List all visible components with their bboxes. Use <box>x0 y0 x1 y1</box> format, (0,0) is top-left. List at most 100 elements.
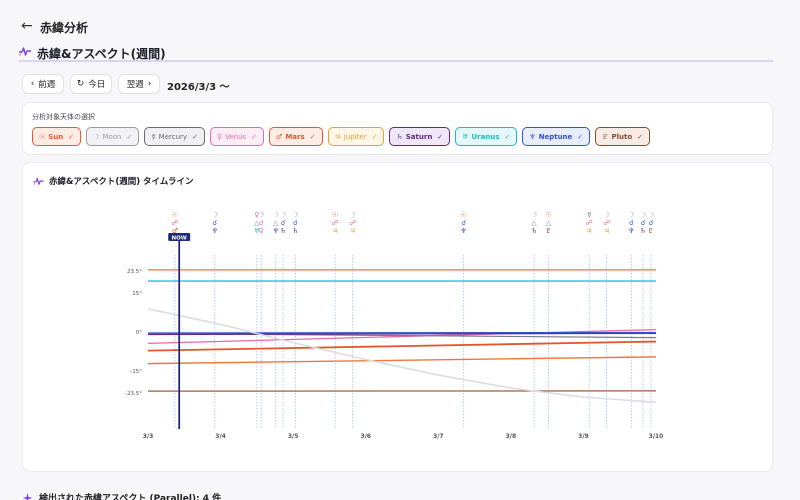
body-chip-neptune[interactable]: ♆ Neptune ✓ <box>522 127 591 146</box>
back-arrow-icon[interactable]: ← <box>21 18 33 34</box>
aspect-glyph: ☽ <box>212 211 218 219</box>
check-icon: ✓ <box>504 132 511 141</box>
aspect-glyph: ♄ <box>292 227 298 235</box>
body-chip-label: Pluto <box>611 132 633 141</box>
aspect-glyph: ☽ <box>258 211 264 219</box>
body-chip-label: Sun <box>48 132 64 141</box>
x-tick-label: 3/7 <box>433 433 444 440</box>
body-chip-saturn[interactable]: ♄ Saturn ✓ <box>389 127 451 146</box>
today-button[interactable]: ↻ 今日 <box>70 74 112 94</box>
aspect-glyph: ☌ <box>649 219 654 227</box>
page-title: 赤緯分析 <box>40 21 89 35</box>
body-chip-venus[interactable]: ♀ Venus ✓ <box>209 127 265 146</box>
body-chip-label: Jupiter <box>343 132 367 141</box>
body-chip-label: Moon <box>102 132 122 141</box>
check-icon: ✓ <box>68 132 75 141</box>
top-bar: ← 赤緯分析 <box>0 0 800 54</box>
aspect-glyph: ☌ <box>461 219 466 227</box>
next-week-button[interactable]: 翌週 › <box>118 74 160 94</box>
body-chip-mars[interactable]: ♂ Mars ✓ <box>269 127 323 146</box>
aspect-glyph: ☽ <box>280 211 286 219</box>
sun-glyph-icon: ☉ <box>39 132 46 141</box>
declination-series-line <box>147 340 657 352</box>
x-tick-label: 3/9 <box>578 433 589 440</box>
venus-glyph-icon: ♀ <box>216 132 223 141</box>
body-chip-jupiter[interactable]: ♃ Jupiter ✓ <box>327 127 385 146</box>
aspect-glyph: ♆ <box>461 227 467 235</box>
aspect-glyph: ☉ <box>461 211 467 219</box>
aspect-glyph: ☍ <box>349 219 356 227</box>
prev-week-label: 前週 <box>38 80 56 90</box>
body-chip-pluto[interactable]: ♇ Pluto ✓ <box>595 127 650 146</box>
aspect-glyph: ☽ <box>292 211 298 219</box>
declination-series-line <box>147 328 657 345</box>
aspect-glyph: ☌ <box>629 219 634 227</box>
aspect-glyph: ♃ <box>604 227 610 235</box>
y-tick-label: 15° <box>132 291 142 297</box>
aspect-glyph: ☍ <box>603 219 610 227</box>
aspect-glyph: ♂ <box>172 227 178 235</box>
mercury-glyph-icon: ☿ <box>151 132 156 141</box>
now-badge <box>168 233 191 241</box>
jupiter-glyph-icon: ♃ <box>334 132 341 141</box>
body-chip-moon[interactable]: ☽ Moon ✓ <box>86 127 140 146</box>
aspect-glyph: ♇ <box>648 227 654 235</box>
prev-week-button[interactable]: ‹ 前週 <box>22 74 64 94</box>
body-selection-label: 分析対象天体の選択 <box>32 113 95 121</box>
aspect-glyph: ☽ <box>531 211 537 219</box>
check-icon: ✓ <box>126 132 133 141</box>
check-icon: ✓ <box>192 132 198 141</box>
check-icon: ✓ <box>577 132 584 141</box>
timeline-title: 赤緯&アスペクト(週間) タイムライン <box>49 177 194 187</box>
aspect-glyph: ♀ <box>259 227 264 235</box>
aspect-glyph: ☌ <box>259 219 264 227</box>
body-chip-label: Neptune <box>538 132 573 141</box>
body-chip-sun[interactable]: ☉ Sun ✓ <box>32 127 82 146</box>
check-icon: ✓ <box>637 132 643 141</box>
y-tick-label: -23.5° <box>125 391 142 397</box>
check-icon: ✓ <box>309 132 316 141</box>
aspect-glyph: ☍ <box>332 219 339 227</box>
body-chip-uranus[interactable]: ♅ Uranus ✓ <box>455 127 518 146</box>
aspect-glyph: ♄ <box>280 227 286 235</box>
check-icon: ✓ <box>437 132 444 141</box>
aspect-glyph: ☽ <box>648 211 654 219</box>
pulse-icon <box>33 177 44 185</box>
pluto-glyph-icon: ♇ <box>602 132 609 141</box>
parallel-results-header: 検出された赤緯アスペクト (Parallel): 4 件 <box>22 491 221 500</box>
body-chip-label: Venus <box>225 132 247 141</box>
aspect-glyph: ☍ <box>586 219 593 227</box>
body-chip-mercury[interactable]: ☿ Mercury ✓ <box>144 127 205 146</box>
aspect-glyph: ☿ <box>587 211 591 219</box>
aspect-glyph: ☌ <box>212 219 217 227</box>
today-label: 今日 <box>88 80 106 90</box>
now-label: NOW <box>172 235 187 241</box>
refresh-icon: ↻ <box>76 79 85 89</box>
neptune-glyph-icon: ♆ <box>529 132 536 141</box>
declination-series-line <box>147 356 657 365</box>
x-tick-label: 3/6 <box>360 433 371 440</box>
y-tick-label: 0° <box>136 330 142 336</box>
timeline-header: 赤緯&アスペクト(週間) タイムライン <box>33 175 193 187</box>
sparkle-icon <box>22 492 33 500</box>
aspect-glyph: ♃ <box>586 227 592 235</box>
aspect-glyph: ☽ <box>628 211 634 219</box>
aspect-glyph: ☽ <box>350 211 356 219</box>
aspect-glyph: ♄ <box>531 227 537 235</box>
aspect-glyph: ♆ <box>628 227 634 235</box>
aspect-glyph: ♆ <box>212 227 218 235</box>
section-title: 赤緯&アスペクト(週間) <box>37 47 166 61</box>
x-tick-label: 3/4 <box>215 433 226 440</box>
body-chip-label: Mars <box>285 132 305 141</box>
aspect-glyph: ☽ <box>640 211 646 219</box>
aspect-glyph: △ <box>273 219 279 227</box>
aspect-glyph: △ <box>254 219 260 227</box>
mars-glyph-icon: ♂ <box>276 132 283 141</box>
timeline-chart: 23.5° 15° 0° -15° -23.5° 3/3 3/4 3/5 3/6 3/7 3/8 3/… <box>125 211 664 440</box>
chevron-right-icon: › <box>147 79 152 89</box>
x-tick-label: 3/10 <box>649 433 664 440</box>
aspect-glyph: ☌ <box>293 219 298 227</box>
aspect-glyph: ☽ <box>604 211 610 219</box>
y-tick-label: -15° <box>130 369 142 375</box>
y-tick-label: 23.5° <box>127 269 142 275</box>
